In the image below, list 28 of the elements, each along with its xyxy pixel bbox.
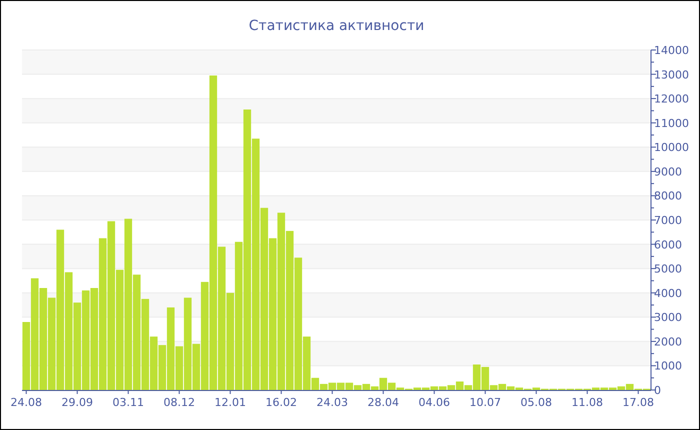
y-tick-label: 11000: [654, 116, 689, 130]
x-tick-label: 03.11: [112, 396, 144, 409]
x-tick-label: 11.08: [572, 396, 603, 409]
x-tick-label: 08.12: [164, 396, 195, 409]
y-tick-label: 4000: [654, 286, 682, 300]
y-tick-label: 7000: [654, 214, 682, 227]
x-tick-label: 05.08: [520, 396, 552, 409]
y-tick-label: 8000: [654, 190, 682, 203]
y-tick-label: 14000: [654, 44, 689, 57]
y-tick-label: 12000: [654, 92, 689, 106]
y-tick-label: 13000: [654, 68, 689, 82]
y-tick-label: 10000: [654, 141, 689, 154]
chart-title: Статистика активности: [248, 18, 424, 34]
x-tick-label: 29.09: [62, 396, 93, 409]
x-tick-label: 24.03: [316, 396, 348, 409]
x-tick-label: 12.01: [214, 396, 246, 409]
y-tick-label: 6000: [654, 238, 682, 252]
x-tick-label: 16.02: [266, 396, 297, 409]
x-tick-label: 17.08: [622, 396, 654, 409]
y-tick-label: 2000: [654, 335, 682, 348]
x-tick-label: 04.06: [418, 396, 450, 409]
x-tick-label: 10.07: [470, 396, 501, 409]
y-tick-label: 9000: [654, 165, 682, 178]
x-tick-label: 24.08: [10, 396, 42, 409]
x-tick-label: 28.04: [368, 396, 399, 409]
y-tick-label: 5000: [654, 262, 682, 276]
y-tick-label: 3000: [654, 311, 682, 324]
y-tick-label: 1000: [654, 360, 682, 373]
